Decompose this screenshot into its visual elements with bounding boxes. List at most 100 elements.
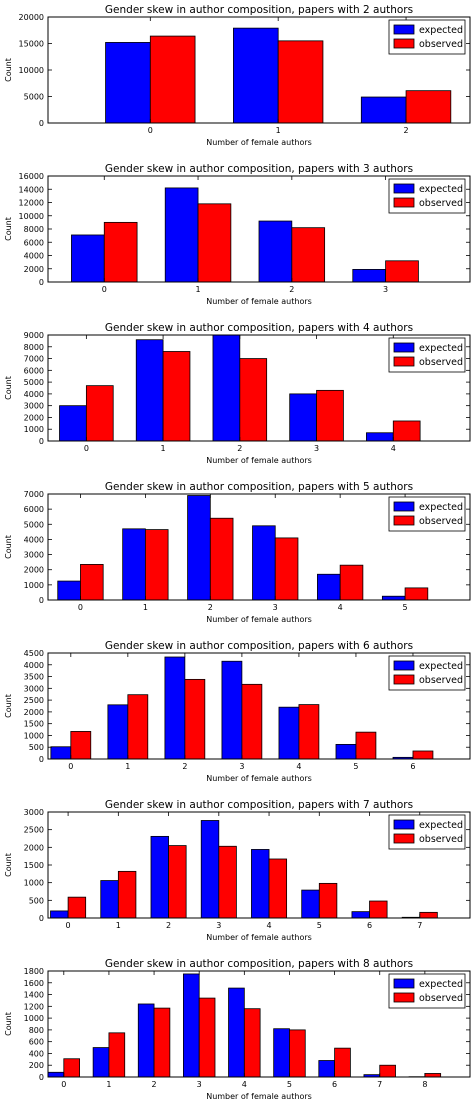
bar-expected [138, 1004, 154, 1077]
bar-observed [242, 684, 262, 759]
bar-observed [128, 695, 148, 759]
x-tick-label: 1 [195, 285, 200, 294]
bar-expected [233, 28, 278, 123]
x-tick-label: 0 [61, 1080, 66, 1089]
x-tick-label: 1 [161, 444, 166, 453]
y-tick-label: 3500 [24, 673, 44, 682]
bar-observed [71, 731, 91, 759]
bar-observed [104, 222, 137, 282]
y-tick-label: 800 [29, 1026, 44, 1035]
legend-label: observed [419, 993, 463, 1004]
legend-swatch [394, 834, 414, 843]
legend-label: expected [419, 502, 463, 513]
x-axis-label: Number of female authors [206, 297, 312, 306]
bar-expected [51, 747, 71, 759]
bar-observed [340, 565, 363, 600]
bar-observed [64, 1059, 80, 1077]
legend-swatch [394, 184, 414, 193]
y-axis-label: Count [4, 1012, 13, 1036]
x-axis-label: Number of female authors [206, 774, 312, 783]
bar-expected [183, 974, 199, 1077]
bar-expected [317, 574, 340, 600]
bar-expected [336, 744, 356, 759]
y-tick-label: 1400 [24, 991, 44, 1000]
y-tick-label: 5000 [24, 378, 44, 387]
bar-observed [275, 538, 298, 600]
y-tick-label: 7000 [24, 490, 44, 499]
bar-expected [101, 881, 119, 918]
y-tick-label: 2000 [24, 265, 44, 274]
legend-swatch [394, 675, 414, 684]
bar-observed [185, 679, 205, 759]
x-tick-label: 3 [314, 444, 319, 453]
y-tick-label: 5000 [24, 93, 44, 102]
y-tick-label: 0 [39, 596, 44, 605]
bar-expected [259, 221, 292, 282]
bar-expected [108, 705, 128, 759]
bar-observed [86, 386, 113, 441]
bar-expected [382, 596, 405, 600]
bar-expected [229, 988, 245, 1077]
x-axis-label: Number of female authors [206, 138, 312, 147]
x-tick-label: 1 [143, 603, 148, 612]
x-tick-label: 0 [68, 762, 73, 771]
bar-observed [393, 421, 420, 441]
bar-expected [165, 188, 198, 282]
x-tick-label: 8 [422, 1080, 427, 1089]
bar-expected [71, 235, 104, 282]
legend-swatch [394, 502, 414, 511]
bar-observed [198, 204, 231, 282]
x-axis-label: Number of female authors [206, 1092, 312, 1101]
bar-expected [361, 97, 406, 123]
y-tick-label: 0 [39, 755, 44, 764]
x-tick-label: 5 [353, 762, 358, 771]
bar-expected [279, 707, 299, 759]
chart-title: Gender skew in author composition, paper… [105, 481, 413, 493]
y-tick-label: 8000 [24, 343, 44, 352]
chart-title: Gender skew in author composition, paper… [105, 799, 413, 811]
y-tick-label: 500 [29, 743, 44, 752]
legend-label: observed [419, 834, 463, 845]
bar-observed [335, 1048, 351, 1077]
bar-expected [106, 42, 151, 123]
y-tick-label: 2000 [24, 843, 44, 852]
bar-observed [169, 846, 187, 918]
y-tick-label: 0 [39, 278, 44, 287]
y-tick-label: 4000 [24, 390, 44, 399]
bar-observed [109, 1033, 125, 1077]
bar-expected [274, 1029, 290, 1077]
bar-observed [319, 883, 337, 918]
x-axis-label: Number of female authors [206, 933, 312, 942]
y-tick-label: 4000 [24, 252, 44, 261]
y-tick-label: 2500 [24, 696, 44, 705]
bar-expected [353, 269, 386, 282]
bar-expected [165, 657, 185, 759]
chart-panel: Gender skew in author composition, paper… [0, 0, 474, 158]
legend-label: expected [419, 343, 463, 354]
y-tick-label: 1000 [24, 731, 44, 740]
bar-expected [352, 912, 370, 918]
y-axis-label: Count [4, 535, 13, 559]
bar-observed [380, 1065, 396, 1077]
y-tick-label: 3000 [24, 808, 44, 817]
legend: expected observed [389, 338, 465, 372]
legend-label: expected [419, 25, 463, 36]
x-tick-label: 0 [102, 285, 107, 294]
legend-label: observed [419, 357, 463, 368]
x-tick-label: 3 [383, 285, 388, 294]
bar-expected [93, 1048, 109, 1077]
x-tick-label: 7 [417, 921, 422, 930]
y-tick-label: 16000 [19, 172, 44, 181]
bar-observed [425, 1073, 441, 1077]
bar-observed [406, 91, 451, 123]
y-tick-label: 500 [29, 896, 44, 905]
legend-swatch [394, 343, 414, 352]
bar-expected [251, 849, 269, 918]
x-tick-label: 4 [296, 762, 301, 771]
x-tick-label: 5 [317, 921, 322, 930]
chart-panel: Gender skew in author composition, paper… [0, 636, 474, 794]
y-tick-label: 6000 [24, 366, 44, 375]
bar-observed [68, 897, 86, 918]
x-tick-label: 1 [116, 921, 121, 930]
